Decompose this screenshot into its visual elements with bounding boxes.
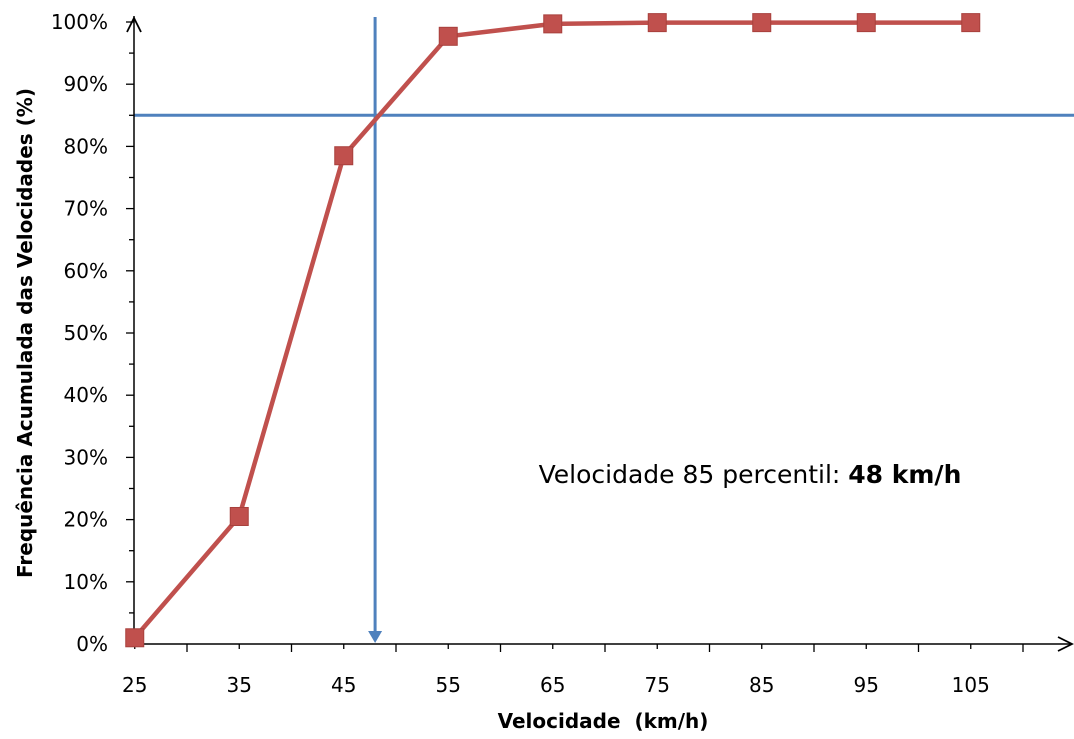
x-tick-label: 95 [854, 673, 879, 697]
data-point-marker [543, 14, 563, 34]
data-point-marker [961, 13, 981, 33]
reference-lines [134, 17, 1074, 643]
x-axis-title: Velocidade (km/h) [498, 709, 709, 733]
annotation-value: 48 km/h [848, 460, 961, 489]
y-tick-label: 80% [64, 134, 108, 158]
data-point-marker [334, 146, 354, 166]
axes [126, 15, 1074, 652]
data-point-marker [125, 628, 145, 648]
data-point-marker [438, 26, 458, 46]
tick-labels: 0% 10% 20% 30% 40% 50% 60% 70% 80% 90% 100% 25 35 45 5… [51, 10, 990, 697]
data-point-marker [752, 13, 772, 33]
y-tick-label: 50% [64, 321, 108, 345]
y-tick-label: 20% [64, 508, 108, 532]
x-tick-label: 65 [540, 673, 565, 697]
y-tick-label: 60% [64, 259, 108, 283]
y-tick-label: 90% [64, 72, 108, 96]
x-tick-label: 35 [227, 673, 252, 697]
data-point-marker [647, 13, 667, 33]
reference-arrow-head [368, 631, 383, 643]
y-tick-label: 0% [76, 632, 108, 656]
data-point-marker [229, 506, 249, 526]
data-point-marker [856, 13, 876, 33]
y-tick-label: 70% [64, 197, 108, 221]
x-tick-label: 55 [436, 673, 461, 697]
x-tick-label: 25 [122, 673, 147, 697]
x-axis-arrow [1057, 636, 1074, 652]
y-axis-title: Frequência Acumulada das Velocidades (%) [13, 88, 37, 578]
y-tick-label: 100% [51, 10, 108, 34]
annotation-prefix: Velocidade 85 percentil: [539, 460, 849, 489]
y-tick-label: 30% [64, 445, 108, 469]
x-tick-label: 75 [645, 673, 670, 697]
series-line [125, 13, 981, 648]
x-tick-label: 85 [749, 673, 774, 697]
x-tick-label: 45 [331, 673, 356, 697]
y-tick-label: 10% [64, 570, 108, 594]
y-axis-arrow [126, 15, 142, 33]
percentile-annotation: Velocidade 85 percentil: 48 km/h [539, 460, 962, 489]
x-tick-label: 105 [952, 673, 990, 697]
y-tick-label: 40% [64, 383, 108, 407]
